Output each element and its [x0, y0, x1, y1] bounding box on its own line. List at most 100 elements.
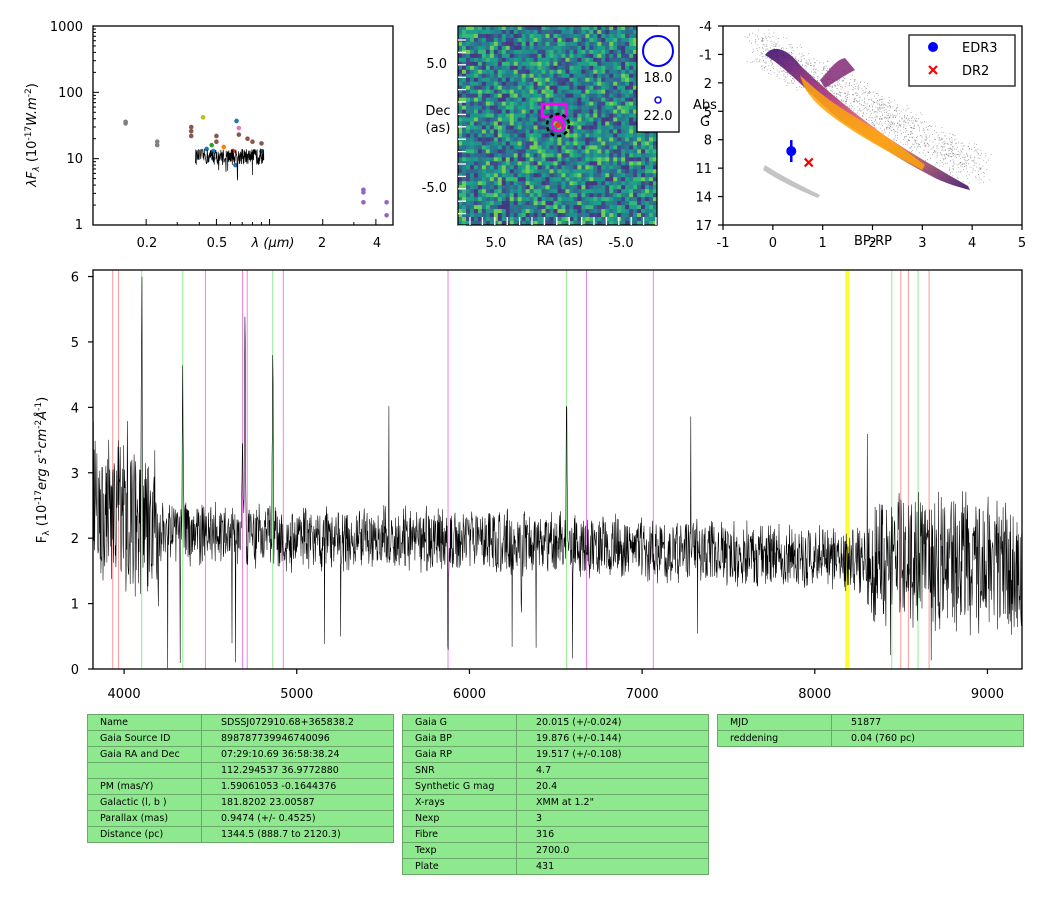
sky-pixel — [553, 33, 558, 39]
hr-star — [770, 47, 771, 49]
hr-star — [788, 82, 790, 84]
sky-pixel — [509, 173, 515, 178]
sky-pixel — [645, 189, 650, 194]
hr-star — [763, 60, 764, 62]
info-value: XMM at 1.2" — [516, 794, 709, 811]
hr-ytick-label: -4 — [699, 20, 712, 35]
sky-pixel — [477, 133, 483, 138]
sky-pixel — [465, 141, 471, 146]
sky-pixel — [645, 213, 650, 218]
hr-star — [971, 172, 973, 174]
hr-star — [881, 96, 883, 97]
sky-pixel — [469, 101, 475, 106]
sky-pixel — [637, 201, 642, 206]
hr-star — [764, 35, 766, 37]
sky-pixel — [561, 161, 566, 166]
sky-pixel — [589, 33, 594, 39]
sky-pixel — [521, 149, 526, 154]
sky-pixel — [633, 133, 638, 138]
sky-pixel — [593, 101, 598, 106]
sky-pixel — [505, 201, 511, 206]
sky-pixel — [561, 217, 566, 222]
sky-pixel — [589, 197, 594, 202]
sky-pixel — [581, 157, 586, 162]
hr-star — [823, 66, 825, 68]
hr-star — [897, 132, 898, 134]
sky-pixel — [557, 73, 562, 79]
sky-pixel — [465, 153, 471, 158]
sky-pixel — [493, 41, 499, 47]
sky-pixel — [573, 109, 578, 114]
sky-pixel — [581, 217, 586, 222]
sky-pixel — [617, 33, 622, 39]
hr-star — [838, 78, 840, 80]
hr-star — [973, 161, 974, 163]
sky-pixel — [633, 113, 638, 118]
sky-pixel — [521, 69, 526, 75]
sky-pixel — [577, 201, 582, 206]
hr-star — [899, 120, 900, 122]
sky-pixel — [553, 133, 558, 138]
hr-star — [749, 40, 750, 42]
sky-pixel — [473, 37, 479, 43]
sky-pixel — [493, 57, 499, 63]
hr-star — [914, 139, 916, 141]
sky-pixel — [521, 217, 526, 222]
hr-star — [845, 103, 847, 105]
sky-pixel — [617, 209, 622, 214]
spectrum-ylabel-part: Å — [34, 411, 50, 421]
sky-pixel — [565, 181, 570, 186]
sky-pixel — [553, 81, 558, 86]
hr-star — [863, 105, 865, 106]
hr-star — [851, 89, 853, 90]
sky-pixel — [525, 129, 530, 134]
sky-pixel — [617, 177, 622, 182]
sky-pixel — [561, 213, 566, 218]
sky-pixel — [533, 133, 538, 138]
hr-star — [796, 89, 798, 91]
hr-star — [923, 150, 925, 151]
hr-star — [916, 118, 917, 120]
sky-pixel — [553, 65, 558, 71]
sky-pixel — [625, 113, 630, 118]
sky-pixel — [529, 57, 534, 63]
sky-pixel — [545, 53, 550, 59]
sky-pixel — [509, 26, 515, 31]
sky-pixel — [489, 189, 495, 194]
sky-pixel — [621, 193, 626, 198]
hr-star — [959, 163, 961, 165]
sky-pixel — [525, 193, 530, 198]
sky-pixel — [545, 29, 550, 35]
sky-pixel — [529, 49, 534, 55]
sky-pixel — [601, 41, 606, 47]
hr-star — [762, 51, 764, 52]
sky-pixel — [577, 97, 582, 102]
sky-pixel — [581, 73, 586, 79]
hr-star — [808, 53, 810, 54]
hr-star — [875, 119, 876, 120]
sky-pixel — [629, 161, 634, 166]
sky-pixel — [565, 101, 570, 106]
hr-star — [912, 133, 913, 135]
sky-pixel — [529, 201, 534, 206]
spectrum-ylabel-part: (10 — [35, 505, 50, 531]
hr-star — [919, 128, 920, 130]
hr-star — [752, 61, 753, 63]
sky-pixel — [613, 37, 618, 43]
hr-star — [857, 106, 859, 108]
sky-pixel — [609, 37, 614, 43]
sky-pixel — [597, 89, 602, 94]
sky-pixel — [621, 93, 626, 98]
sky-pixel — [497, 145, 503, 150]
hr-star — [949, 147, 951, 149]
sky-pixel — [569, 101, 574, 106]
sky-pixel — [633, 89, 638, 94]
sky-pixel — [569, 53, 574, 59]
sky-pixel — [525, 137, 530, 142]
sky-pixel — [549, 57, 554, 63]
sky-pixel — [533, 101, 538, 106]
sky-pixel — [525, 201, 530, 206]
sky-pixel — [477, 129, 483, 134]
sky-pixel — [529, 109, 534, 114]
hr-star — [918, 126, 920, 128]
